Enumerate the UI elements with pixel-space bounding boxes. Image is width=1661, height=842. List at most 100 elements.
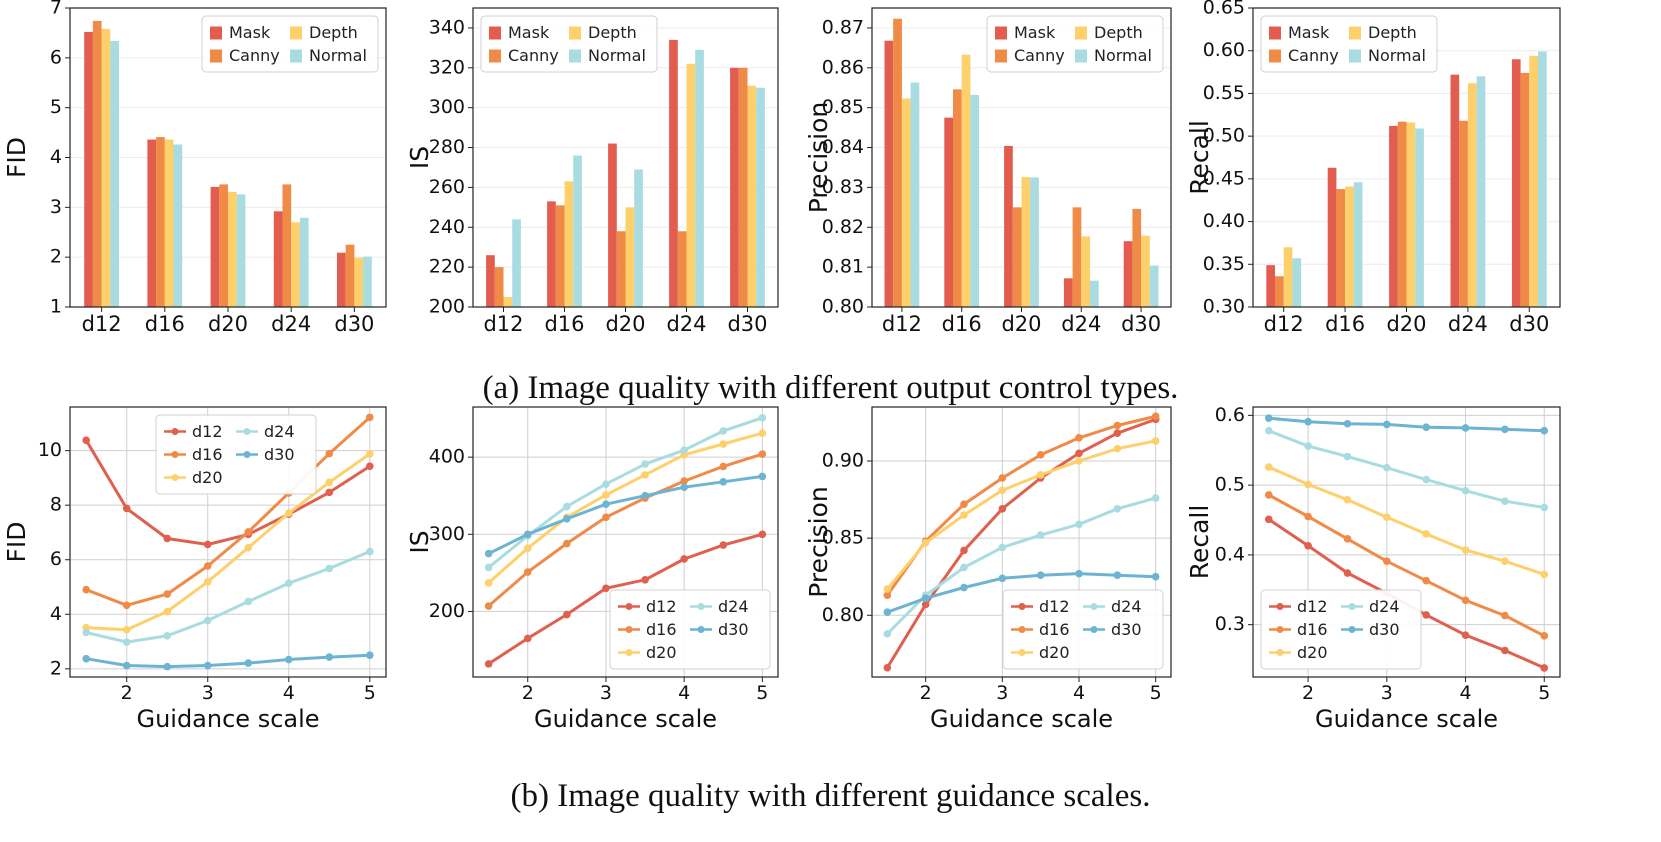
y-tick-label: 0.82 — [822, 216, 864, 238]
series-line-d16 — [1267, 493, 1545, 638]
bar-mask-d12 — [84, 31, 93, 307]
point-d12 — [1075, 449, 1083, 458]
bar-depth-d16 — [961, 54, 971, 308]
bar-normal-d20 — [634, 169, 643, 307]
point-d30 — [1501, 425, 1509, 434]
legend-label: Mask — [229, 23, 271, 42]
legend-label: Normal — [1368, 46, 1426, 65]
point-d24 — [1422, 475, 1430, 484]
point-d20 — [325, 478, 334, 487]
y-tick-label: 200 — [429, 296, 465, 318]
bar-canny-d12 — [92, 20, 102, 308]
bar-depth-d16 — [164, 139, 174, 307]
point-d16 — [484, 602, 493, 610]
point-d24 — [1036, 531, 1045, 539]
point-d16 — [1151, 412, 1160, 421]
point-d24 — [563, 502, 571, 511]
x-tick-label: 5 — [364, 682, 376, 704]
y-tick-label: 0.6 — [1215, 404, 1245, 426]
point-d16 — [122, 601, 131, 610]
bar-canny-d16 — [555, 205, 565, 307]
legend-marker — [625, 649, 633, 656]
point-d20 — [641, 471, 649, 479]
legend-label: Canny — [1288, 46, 1339, 65]
legend-marker — [171, 428, 179, 435]
y-tick-label: 5 — [50, 96, 62, 118]
y-tick-label: 400 — [429, 446, 465, 468]
y-tick-label: 1 — [50, 296, 62, 318]
point-d30 — [1540, 426, 1549, 435]
y-axis-label: Recall — [1185, 120, 1214, 195]
x-tick-label: d30 — [727, 312, 767, 336]
bar-normal-d16 — [173, 144, 183, 307]
point-d12 — [82, 436, 91, 445]
point-d12 — [1304, 542, 1312, 550]
point-d12 — [523, 634, 532, 643]
point-d20 — [883, 585, 892, 593]
point-d30 — [1264, 414, 1273, 422]
point-d20 — [244, 543, 253, 552]
legend-label: Canny — [508, 46, 559, 65]
legend-swatch — [1349, 26, 1361, 40]
point-d12 — [1343, 569, 1352, 577]
point-d24 — [1113, 505, 1122, 513]
y-tick-label: 0.4 — [1215, 543, 1245, 565]
bar-canny-d12 — [494, 267, 504, 307]
point-d24 — [960, 563, 968, 572]
point-d12 — [563, 610, 571, 619]
point-d16 — [523, 568, 532, 576]
y-tick-label: 0.30 — [1203, 296, 1245, 318]
bar-mask-d24 — [669, 39, 678, 307]
bar-mask-d16 — [944, 117, 953, 307]
legend-label: d12 — [1297, 597, 1328, 616]
y-tick-label: 8 — [50, 494, 62, 516]
bar-mask-d20 — [1004, 145, 1013, 307]
legend-label: d16 — [1039, 620, 1070, 639]
point-d20 — [758, 429, 767, 438]
point-d24 — [998, 543, 1007, 552]
point-d24 — [719, 427, 728, 435]
legend-marker — [1276, 649, 1284, 656]
bar-depth-d16 — [1345, 186, 1354, 307]
point-d12 — [602, 584, 610, 593]
y-tick-label: 0.35 — [1203, 253, 1245, 275]
legend-frame — [201, 15, 379, 73]
point-d16 — [365, 413, 374, 422]
point-d30 — [82, 654, 91, 663]
point-d16 — [1540, 632, 1549, 640]
point-d30 — [122, 661, 131, 670]
bar-normal-d16 — [970, 94, 980, 307]
point-d20 — [122, 626, 131, 634]
bar-chart-3: 0.80 0.81 0.82 0.83 0.84 0.85 0.86 0.87 d12 d16 d2… — [804, 7, 1172, 336]
x-tick-label: d12 — [483, 312, 523, 336]
y-tick-label: 0.55 — [1203, 82, 1245, 104]
y-tick-label: 240 — [429, 216, 465, 238]
point-d30 — [1343, 419, 1352, 428]
line-chart-6: 200 300 400 2 3 4 5 Guidance scale IS d12 d16 d20 d2… — [405, 406, 779, 733]
legend-swatch — [995, 26, 1007, 40]
bar-depth-d20 — [1021, 177, 1031, 307]
bar-normal-d24 — [1090, 280, 1099, 307]
point-d24 — [1151, 494, 1160, 502]
bar-mask-d24 — [1450, 74, 1460, 308]
bar-canny-d16 — [1336, 189, 1346, 307]
y-tick-label: 0.5 — [1215, 474, 1245, 496]
bar-canny-d16 — [156, 137, 165, 307]
y-tick-label: 0.65 — [1203, 0, 1245, 19]
legend-swatch — [489, 49, 501, 63]
y-tick-label: 0.81 — [822, 256, 864, 278]
legend-label: Mask — [508, 23, 550, 42]
bar-depth-d30 — [1529, 55, 1538, 308]
x-tick-label: 3 — [996, 682, 1008, 704]
plot-frame — [1252, 406, 1561, 678]
y-tick-label: 10 — [38, 439, 62, 461]
series-line-d30 — [886, 572, 1156, 614]
point-d24 — [680, 446, 688, 455]
point-d20 — [365, 450, 374, 458]
series-line-d20 — [886, 439, 1156, 591]
x-tick-label: 4 — [1073, 682, 1085, 704]
x-tick-label: 4 — [678, 682, 690, 704]
legend-marker — [243, 428, 251, 435]
